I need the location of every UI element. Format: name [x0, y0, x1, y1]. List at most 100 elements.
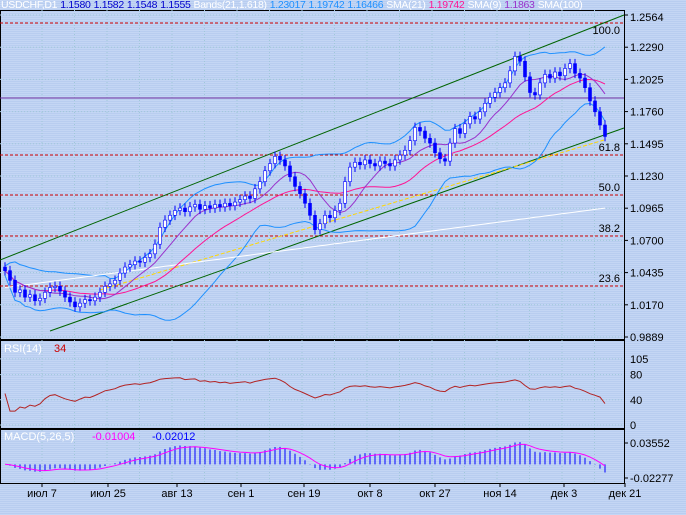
candle — [543, 69, 547, 88]
candle-body — [3, 266, 7, 271]
candle-body — [203, 205, 207, 210]
macd-label: MACD(5,26,5) — [4, 431, 75, 443]
candle-body — [243, 195, 247, 200]
candle — [478, 106, 482, 124]
candle-body — [598, 111, 602, 126]
candle-body — [168, 215, 172, 221]
candle — [213, 199, 217, 213]
rsi-line — [4, 377, 606, 412]
candle-body — [253, 188, 257, 199]
candle — [398, 150, 402, 165]
time-axis-label: сен 1 — [228, 488, 255, 500]
candle — [423, 126, 427, 144]
candle — [428, 133, 432, 148]
candle-body — [603, 124, 607, 137]
time-axis-label: ноя 14 — [483, 488, 516, 500]
candle-body — [258, 181, 262, 190]
candle — [348, 162, 352, 187]
candle-body — [8, 270, 12, 281]
bollinger-lower-line — [4, 102, 606, 321]
candle-body — [163, 219, 167, 228]
candle-body — [293, 176, 297, 187]
candle-body — [178, 207, 182, 211]
candle-body — [33, 294, 37, 302]
candle — [278, 151, 282, 165]
candle — [243, 191, 247, 205]
candle — [518, 51, 522, 67]
candle — [218, 199, 222, 212]
candle — [78, 298, 82, 312]
time-axis-label: июл 25 — [90, 488, 126, 500]
candle — [283, 155, 287, 171]
candle — [553, 67, 557, 83]
candle — [343, 176, 347, 209]
candle-body — [573, 63, 577, 74]
candle — [123, 262, 127, 278]
sma9-label: SMA(9) — [467, 0, 502, 11]
candle-body — [593, 100, 597, 113]
candle-body — [123, 266, 127, 274]
candle — [228, 198, 232, 211]
candle-body — [523, 60, 527, 78]
macd-signal-line — [4, 443, 606, 472]
price-axis-label: 1.1230 — [630, 171, 664, 183]
candle-body — [483, 103, 487, 113]
candle-body — [453, 128, 457, 144]
candle — [308, 198, 312, 221]
candle-body — [188, 206, 192, 212]
candle — [238, 194, 242, 207]
candle-body — [503, 82, 507, 89]
candle-body — [493, 92, 497, 98]
candle — [108, 279, 112, 292]
candle — [418, 122, 422, 136]
panel-border-2 — [0, 429, 625, 484]
candle — [153, 239, 157, 259]
candle-body — [438, 152, 442, 160]
macd-value-2: -0.02012 — [152, 431, 196, 443]
panel-border-0 — [0, 10, 625, 340]
fibo-level-label: 100.0 — [592, 25, 620, 37]
candle — [128, 259, 132, 272]
candle-body — [38, 298, 42, 302]
candle — [488, 92, 492, 109]
candle-body — [543, 74, 547, 84]
candle — [268, 158, 272, 176]
time-axis-label: сен 19 — [288, 488, 321, 500]
candle-body — [468, 116, 472, 125]
candle — [48, 282, 52, 298]
candle-body — [108, 283, 112, 287]
candle — [73, 297, 77, 312]
candle-body — [358, 162, 362, 166]
candle — [83, 294, 87, 308]
candle-body — [138, 260, 142, 263]
candle — [13, 275, 17, 298]
chart-header: USDCHF,D1 1.1580 1.1582 1.1548 1.1555 Bands(2… — [1, 0, 583, 11]
candle — [503, 78, 507, 93]
candle — [53, 281, 57, 293]
candle — [43, 287, 47, 304]
candle-body — [318, 223, 322, 231]
sma21-label: SMA(21) — [386, 0, 426, 11]
candle — [288, 161, 292, 182]
candle-body — [18, 289, 22, 293]
candle — [93, 292, 97, 306]
candle — [593, 96, 597, 117]
candle — [473, 111, 477, 124]
candle-body — [313, 215, 317, 231]
candle — [388, 158, 392, 171]
candle — [23, 285, 27, 302]
candle-body — [393, 159, 397, 167]
candle — [248, 191, 252, 204]
candle — [103, 281, 107, 298]
candle — [298, 181, 302, 199]
candle-body — [558, 71, 562, 76]
candle — [463, 119, 467, 139]
candle-body — [383, 160, 387, 164]
candle — [438, 147, 442, 164]
candle — [493, 87, 497, 103]
candle-body — [353, 162, 357, 168]
candle — [98, 287, 102, 302]
candle-body — [233, 201, 237, 206]
